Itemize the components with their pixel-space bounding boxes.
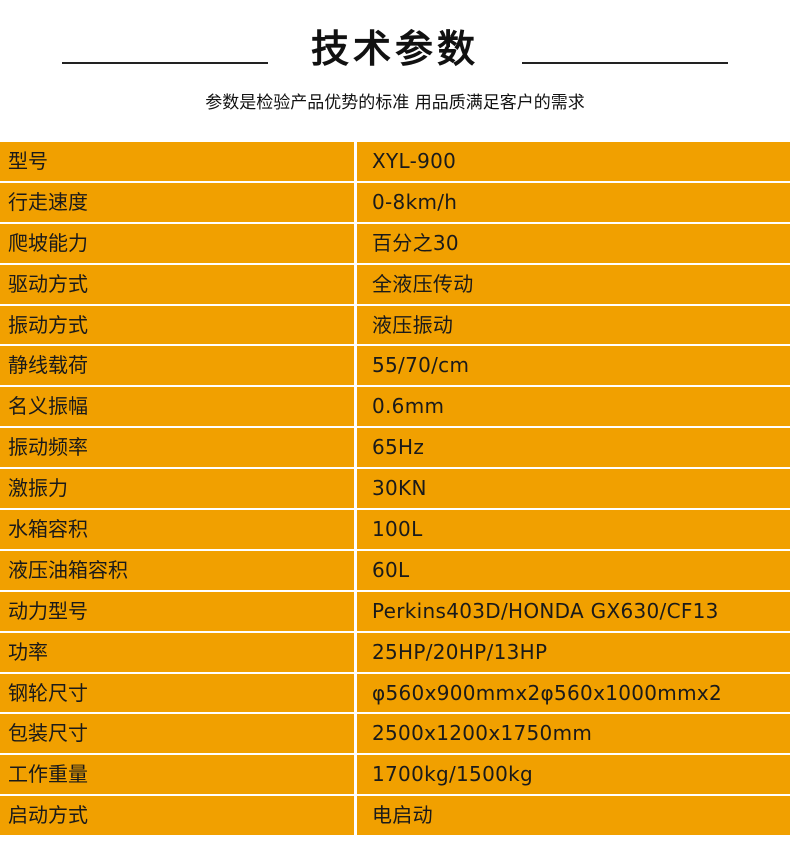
table-row: 爬坡能力 百分之30 xyxy=(0,223,790,265)
table-row: 行走速度 0-8km/h xyxy=(0,182,790,224)
spec-label: 驱动方式 xyxy=(0,264,357,304)
spec-value: 30KN xyxy=(372,476,427,501)
table-row: 包装尺寸 2500x1200x1750mm xyxy=(0,714,790,756)
spec-table: 型号 XYL-900 行走速度 0-8km/h 爬坡能力 百分之30 驱动方式 全液压传动 振动… xyxy=(0,142,790,836)
table-row: 振动方式 液压振动 xyxy=(0,305,790,347)
spec-value: 百分之30 xyxy=(372,230,459,255)
spec-label: 工作重量 xyxy=(0,755,357,795)
spec-value: XYL-900 xyxy=(372,149,457,173)
table-row: 振动频率 65Hz xyxy=(0,428,790,470)
spec-value: 液压振动 xyxy=(372,312,454,337)
divider-right xyxy=(522,62,728,64)
spec-label: 液压油箱容积 xyxy=(0,550,357,590)
table-row: 启动方式 电启动 xyxy=(0,796,790,836)
spec-value: 65Hz xyxy=(372,435,425,460)
spec-label: 激振力 xyxy=(0,469,357,509)
page-title: 技术参数 xyxy=(310,27,479,71)
spec-value: 60L xyxy=(372,557,410,582)
table-row: 功率 25HP/20HP/13HP xyxy=(0,632,790,674)
spec-label: 静线载荷 xyxy=(0,346,357,386)
spec-label: 动力型号 xyxy=(0,591,357,631)
divider-left xyxy=(62,62,268,64)
table-row: 液压油箱容积 60L xyxy=(0,550,790,592)
spec-value: 2500x1200x1750mm xyxy=(372,721,593,746)
spec-value: 0.6mm xyxy=(372,394,445,419)
spec-value: 电启动 xyxy=(372,803,433,828)
spec-value: 全液压传动 xyxy=(372,271,474,296)
spec-label: 振动方式 xyxy=(0,305,357,345)
table-row: 名义振幅 0.6mm xyxy=(0,387,790,429)
spec-value: 100L xyxy=(372,517,423,542)
spec-value: Perkins403D/HONDA GX630/CF13 xyxy=(372,598,719,623)
spec-label: 爬坡能力 xyxy=(0,223,357,263)
table-row: 型号 XYL-900 xyxy=(0,142,790,183)
spec-label: 启动方式 xyxy=(0,796,357,836)
section-header xyxy=(0,18,790,78)
spec-label: 型号 xyxy=(0,142,357,181)
table-row: 驱动方式 全液压传动 xyxy=(0,264,790,306)
spec-value: 25HP/20HP/13HP xyxy=(372,639,548,664)
spec-label: 钢轮尺寸 xyxy=(0,673,357,713)
spec-value: 1700kg/1500kg xyxy=(372,762,533,787)
page-subtitle: 参数是检验产品优势的标准 用品质满足客户的需求 xyxy=(205,93,585,113)
table-row: 动力型号 Perkins403D/HONDA GX630/CF13 xyxy=(0,591,790,633)
spec-label: 功率 xyxy=(0,632,357,672)
spec-value: φ560x900mmx2φ560x1000mmx2 xyxy=(372,680,723,705)
table-row: 静线载荷 55/70/cm xyxy=(0,346,790,388)
spec-value: 0-8km/h xyxy=(372,189,458,214)
spec-value: 55/70/cm xyxy=(372,353,470,378)
spec-label: 行走速度 xyxy=(0,182,357,222)
spec-label: 振动频率 xyxy=(0,428,357,468)
table-row: 钢轮尺寸 φ560x900mmx2φ560x1000mmx2 xyxy=(0,673,790,715)
spec-label: 水箱容积 xyxy=(0,510,357,549)
spec-label: 包装尺寸 xyxy=(0,714,357,754)
spec-label: 名义振幅 xyxy=(0,387,357,427)
table-row: 激振力 30KN xyxy=(0,469,790,511)
table-row: 水箱容积 100L xyxy=(0,510,790,551)
table-row: 工作重量 1700kg/1500kg xyxy=(0,755,790,797)
